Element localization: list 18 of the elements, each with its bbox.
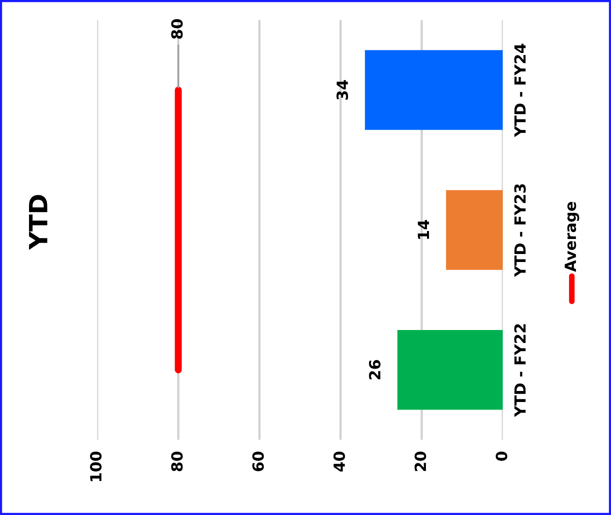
text: YTD <box>29 194 48 250</box>
y-tick-label: YTD - FY24 <box>514 44 526 138</box>
x-tick-label: 100 <box>90 452 102 482</box>
data-label: 26 <box>368 360 381 380</box>
x-tick-label: 80 <box>171 452 183 472</box>
bar <box>397 330 503 410</box>
data-label: 34 <box>336 80 348 100</box>
x-tick-label: 0 <box>496 452 508 461</box>
x-tick-label: 60 <box>252 452 264 472</box>
y-tick-label: YTD - FY23 <box>514 184 526 278</box>
data-label: 80 <box>171 19 183 39</box>
bar <box>446 190 503 270</box>
text: Average <box>564 202 580 272</box>
y-tick-label: YTD - FY22 <box>514 324 526 417</box>
x-tick-label: 20 <box>414 452 426 471</box>
bar <box>364 50 503 130</box>
data-label: 14 <box>418 220 429 239</box>
x-tick-label: 40 <box>333 452 346 472</box>
